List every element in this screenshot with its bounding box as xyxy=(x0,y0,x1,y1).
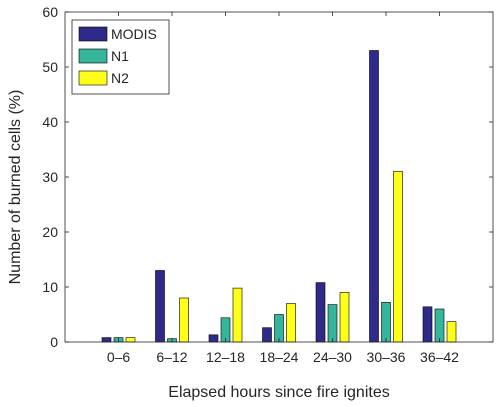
legend-label-modis: MODIS xyxy=(111,26,157,42)
legend-label-n1: N1 xyxy=(111,48,129,64)
y-tick-label: 40 xyxy=(42,114,58,130)
bar-n1-6 xyxy=(381,302,391,343)
bar-modis-4 xyxy=(262,327,272,343)
bar-n2-3 xyxy=(232,287,243,343)
legend-swatch-n1 xyxy=(78,48,108,64)
bar-modis-2 xyxy=(155,270,165,343)
legend-label-n2: N2 xyxy=(111,70,129,86)
y-tick-label: 60 xyxy=(42,4,58,20)
y-tick-label: 10 xyxy=(42,279,58,295)
x-axis-label: Elapsed hours since fire ignites xyxy=(168,384,389,401)
bar-n1-7 xyxy=(434,308,445,343)
x-tick-label: 0–6 xyxy=(107,349,131,365)
y-tick-label: 0 xyxy=(50,334,58,350)
x-tick-label: 36–42 xyxy=(420,349,459,365)
bar-modis-3 xyxy=(208,334,219,343)
x-tick-label: 30–36 xyxy=(367,349,406,365)
bar-modis-6 xyxy=(369,50,379,343)
legend-swatch-modis xyxy=(78,26,108,42)
bar-n2-5 xyxy=(339,292,350,343)
bar-modis-1 xyxy=(101,337,112,343)
bar-n2-2 xyxy=(179,297,189,343)
bar-modis-7 xyxy=(422,306,433,343)
bar-n2-7 xyxy=(446,321,457,343)
bar-n2-4 xyxy=(286,303,296,343)
y-axis-label: Number of burned cells (%) xyxy=(7,90,24,285)
legend: MODIS N1 N2 xyxy=(71,19,170,95)
x-tick-label: 18–24 xyxy=(260,349,299,365)
y-tick-label: 20 xyxy=(42,224,58,240)
legend-swatch-n2 xyxy=(78,70,108,86)
y-tick-label: 50 xyxy=(42,59,58,75)
x-tick-label: 6–12 xyxy=(156,349,187,365)
bar-n2-1 xyxy=(125,337,136,343)
y-tick-label: 30 xyxy=(42,169,58,185)
x-tick-label: 24–30 xyxy=(313,349,352,365)
bar-n1-5 xyxy=(327,304,338,343)
bar-modis-5 xyxy=(315,282,326,343)
x-tick-label: 12–18 xyxy=(206,349,245,365)
axes-layer: 0 10 20 30 40 50 60 0–6 6–12 12–18 18–24 24–30 30–36… xyxy=(42,4,494,365)
bar-n1-4 xyxy=(274,314,284,343)
bar-n2-6 xyxy=(393,171,403,343)
